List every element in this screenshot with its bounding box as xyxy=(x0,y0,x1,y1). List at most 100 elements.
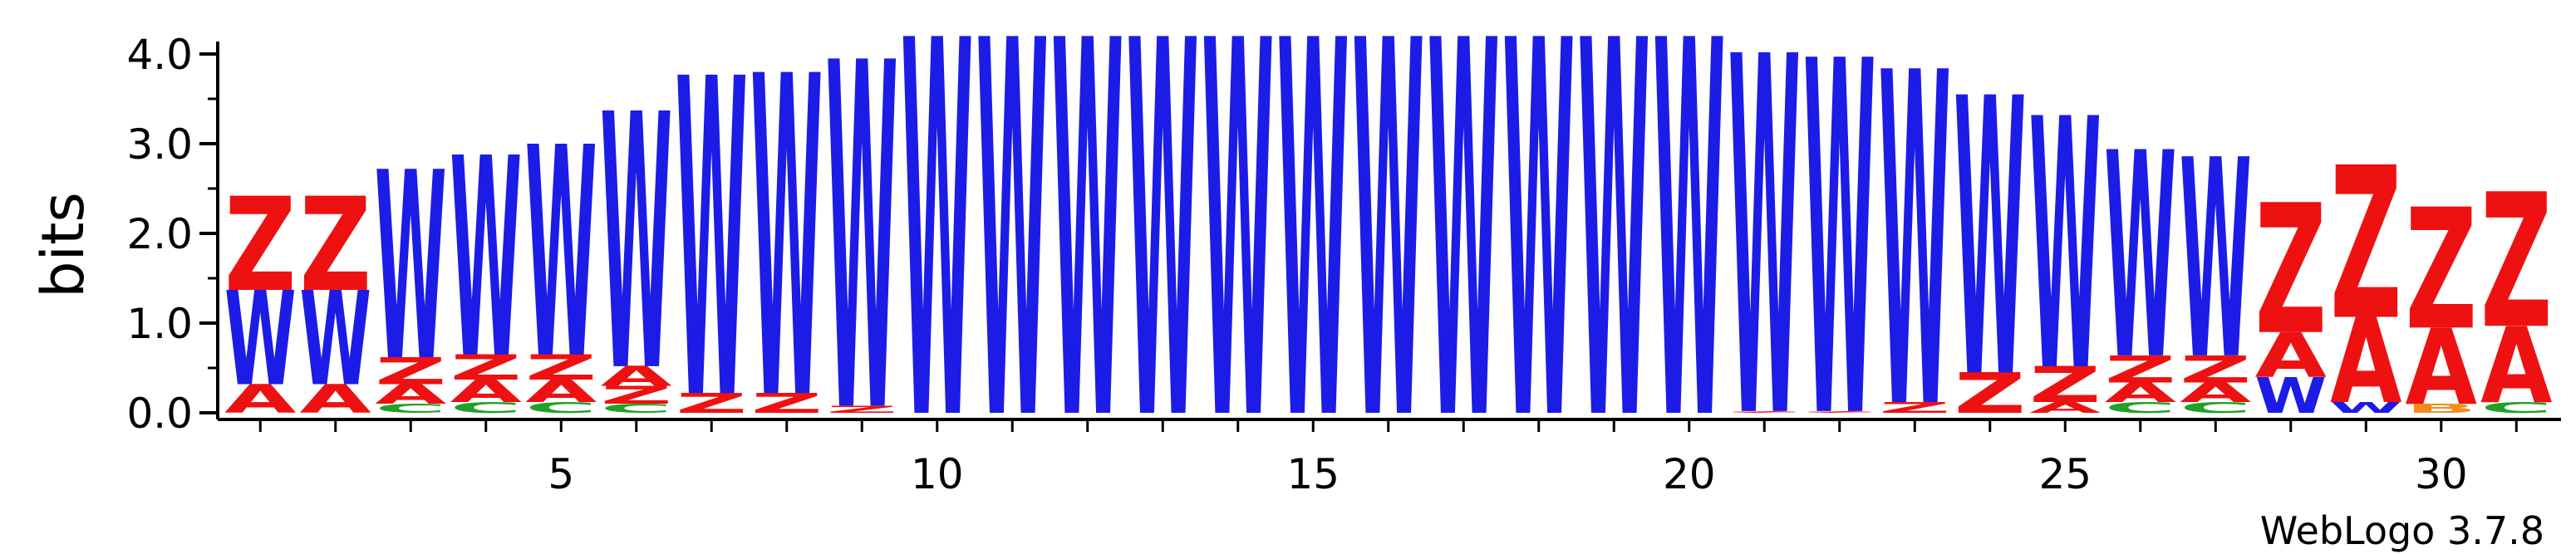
glyph-A-pos-3: A xyxy=(375,380,447,411)
glyph-Z-pos-24: Z xyxy=(1954,361,2026,426)
glyph-W-pos-29: W xyxy=(2330,400,2401,417)
glyph-W-pos-4: W xyxy=(450,100,522,419)
glyph-W-pos-18: W xyxy=(1503,0,1575,535)
logo-column-25: AZW xyxy=(2029,47,2102,448)
logo-column-9: ZW xyxy=(826,0,897,518)
logo-column-28: WAZ xyxy=(2255,167,2327,425)
glyph-C-pos-27: C xyxy=(2180,400,2251,417)
glyph-C-pos-4: C xyxy=(450,400,522,417)
glyph-W-pos-17: W xyxy=(1428,0,1499,535)
glyph-Z-pos-29: Z xyxy=(2330,124,2401,367)
glyph-Z-pos-30: Z xyxy=(2406,174,2477,367)
y-axis: 0.0 1.0 2.0 3.0 4.0 xyxy=(126,31,219,438)
glyph-Z-pos-22: Z xyxy=(1804,410,1875,413)
x-tick-label: 25 xyxy=(2038,450,2092,498)
glyph-Z-pos-7: Z xyxy=(676,388,747,419)
glyph-W-pos-21: W xyxy=(1728,0,1800,527)
glyph-C-pos-5: C xyxy=(525,400,597,417)
glyph-W-pos-16: W xyxy=(1353,0,1424,535)
glyph-Z-pos-21: Z xyxy=(1728,410,1800,413)
logo-column-11: W xyxy=(976,0,1048,535)
logo-column-13: W xyxy=(1127,0,1198,535)
glyph-C-pos-31: C xyxy=(2480,400,2552,417)
logo-column-22: ZW xyxy=(1804,0,1875,527)
credit-label: WebLogo 3.7.8 xyxy=(2260,508,2544,553)
glyph-W-pos-9: W xyxy=(826,0,897,518)
glyph-Z-pos-6: Z xyxy=(601,381,672,409)
glyph-W-pos-1: W xyxy=(224,266,296,416)
glyph-W-pos-14: W xyxy=(1202,0,1274,535)
glyph-W-pos-8: W xyxy=(751,0,823,498)
glyph-Z-pos-9: Z xyxy=(826,404,897,415)
logo-column-20: W xyxy=(1654,0,1725,535)
glyph-W-pos-19: W xyxy=(1578,0,1649,535)
logo-column-2: AWZ xyxy=(299,169,371,422)
glyph-A-pos-5: A xyxy=(525,374,597,409)
y-tick-label: 2.0 xyxy=(126,210,193,258)
glyph-W-pos-25: W xyxy=(2029,47,2101,448)
glyph-Z-pos-5: Z xyxy=(525,348,597,388)
glyph-Z-pos-25: Z xyxy=(2029,357,2102,414)
x-tick-label: 10 xyxy=(911,450,964,498)
glyph-Z-pos-3: Z xyxy=(375,350,446,393)
logo-column-8: ZW xyxy=(751,0,823,498)
glyph-Z-pos-1: Z xyxy=(224,169,297,321)
y-axis-label: bits xyxy=(29,192,97,298)
glyph-W-pos-28: W xyxy=(2255,367,2327,424)
glyph-Z-pos-27: Z xyxy=(2180,348,2251,391)
logo-column-19: W xyxy=(1578,0,1649,535)
glyph-A-pos-27: A xyxy=(2180,377,2252,409)
glyph-A-pos-29: A xyxy=(2330,293,2401,429)
glyph-W-pos-15: W xyxy=(1277,0,1349,535)
logo-column-12: W xyxy=(1052,0,1123,535)
logo-column-14: W xyxy=(1202,0,1274,535)
glyph-W-pos-7: W xyxy=(676,0,747,497)
glyph-C-pos-3: C xyxy=(375,401,446,415)
glyph-W-pos-22: W xyxy=(1804,0,1875,527)
glyph-A-pos-26: A xyxy=(2105,377,2177,409)
logo-column-15: W xyxy=(1277,0,1349,535)
glyph-W-pos-12: W xyxy=(1052,0,1123,535)
glyph-Z-pos-31: Z xyxy=(2480,155,2552,370)
logo-column-21: ZW xyxy=(1728,0,1800,527)
x-axis: 5 10 15 20 25 30 xyxy=(218,418,2561,498)
x-tick-label: 20 xyxy=(1663,450,1716,498)
logo-column-16: W xyxy=(1353,0,1424,535)
logo-column-10: W xyxy=(902,0,973,535)
y-tick-label: 1.0 xyxy=(126,300,193,348)
logo-column-24: ZW xyxy=(1954,18,2026,463)
glyph-Z-pos-4: Z xyxy=(450,348,522,388)
logo-column-29: WAZ xyxy=(2330,124,2401,429)
glyph-A-pos-6: A xyxy=(601,361,673,393)
logo-column-7: ZW xyxy=(676,0,747,497)
glyph-Z-pos-2: Z xyxy=(299,169,371,321)
glyph-A-pos-25: A xyxy=(2029,400,2102,417)
logo-column-18: W xyxy=(1503,0,1575,535)
x-tick-label: 5 xyxy=(548,450,574,498)
glyph-Z-pos-26: Z xyxy=(2105,348,2176,391)
glyph-W-pos-10: W xyxy=(902,0,973,535)
glyph-W-pos-23: W xyxy=(1879,0,1950,510)
glyph-A-pos-28: A xyxy=(2255,321,2327,392)
glyph-Z-pos-28: Z xyxy=(2255,167,2327,375)
y-tick-label: 4.0 xyxy=(126,31,193,79)
glyph-B-pos-30: B xyxy=(2406,401,2477,415)
glyph-A-pos-1: A xyxy=(224,376,296,422)
glyph-W-pos-26: W xyxy=(2105,95,2176,424)
glyph-W-pos-3: W xyxy=(375,117,446,419)
logo-column-23: ZW xyxy=(1879,0,1950,510)
glyph-C-pos-26: C xyxy=(2105,400,2176,417)
glyph-W-pos-2: W xyxy=(300,266,371,416)
x-tick-label: 15 xyxy=(1286,450,1340,498)
glyph-A-pos-2: A xyxy=(300,376,371,422)
glyph-W-pos-5: W xyxy=(525,86,597,424)
glyph-W-pos-11: W xyxy=(976,0,1048,535)
logo-column-1: AWZ xyxy=(224,169,297,422)
